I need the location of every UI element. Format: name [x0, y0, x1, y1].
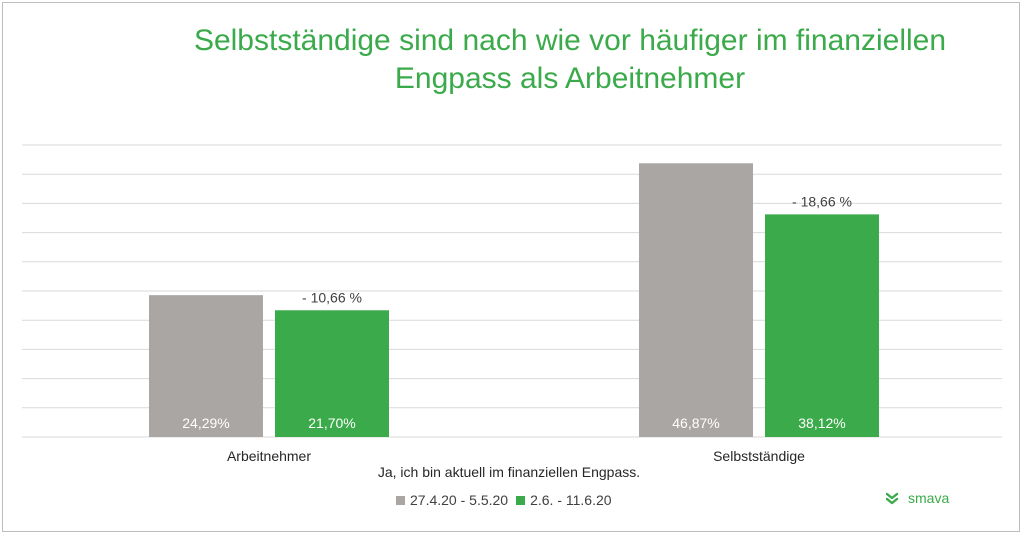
bar-2-arbeitnehmer: [275, 310, 389, 437]
category-label: Selbstständige: [713, 448, 805, 464]
data-label: 24,29%: [182, 415, 229, 431]
legend-swatch-series-1: [396, 495, 405, 505]
legend-item-series-1: 27.4.20 - 5.5.20: [396, 492, 508, 508]
x-axis-title: Ja, ich bin aktuell im finanziellen Engp…: [378, 464, 640, 480]
change-annotation: - 10,66 %: [302, 289, 362, 305]
bar-2-selbstständige: [765, 214, 879, 437]
legend-item-series-2: 2.6. - 11.6.20: [516, 492, 612, 508]
title-line-2: Engpass als Arbeitnehmer: [394, 62, 746, 95]
legend-label-series-2: 2.6. - 11.6.20: [530, 492, 612, 508]
category-label: Arbeitnehmer: [227, 448, 311, 464]
title-line-1: Selbstständige sind nach wie vor häufige…: [193, 24, 947, 57]
data-label: 21,70%: [308, 415, 355, 431]
data-label: 46,87%: [672, 415, 719, 431]
legend-swatch-series-2: [516, 495, 526, 505]
legend: 27.4.20 - 5.5.20 2.6. - 11.6.20: [396, 492, 620, 508]
brand-name: smava: [908, 490, 950, 506]
smava-logo-icon: [886, 492, 899, 505]
bar-1-arbeitnehmer: [149, 295, 263, 437]
brand-logo: smava: [886, 490, 949, 506]
legend-label-series-1: 27.4.20 - 5.5.20: [410, 492, 509, 508]
bar-1-selbstständige: [639, 163, 753, 437]
data-label: 38,12%: [798, 415, 845, 431]
change-annotation: - 18,66 %: [792, 193, 852, 209]
chart-title: Selbstständige sind nach wie vor häufige…: [120, 22, 1020, 98]
